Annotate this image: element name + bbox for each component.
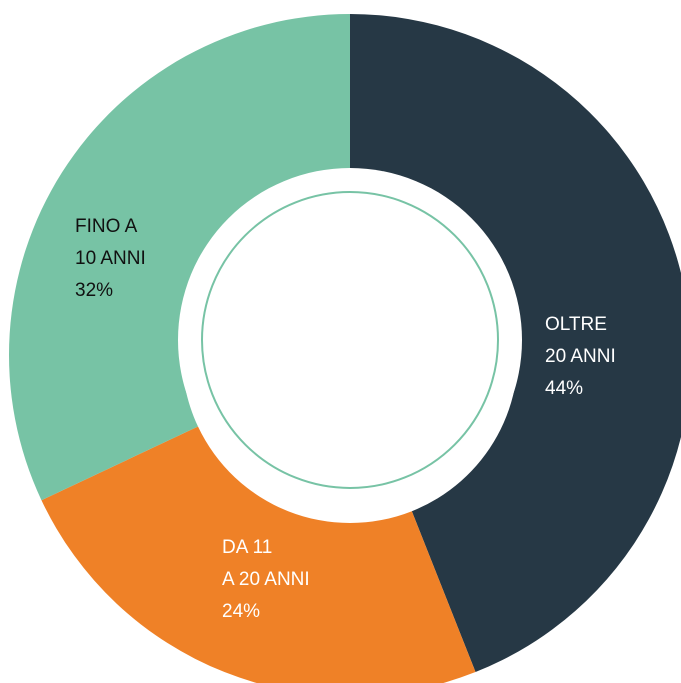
category-label: DA 11 (222, 537, 272, 558)
inner-ring (201, 191, 499, 489)
donut-slice (41, 426, 476, 683)
slice-label: OLTRE 20 ANNI 44% (545, 314, 616, 399)
donut-slice (8, 14, 350, 501)
slice-label: DA 11 A 20 ANNI 24% (222, 537, 310, 622)
slice-label: FINO A 10 ANNI 32% (75, 216, 146, 301)
donut-slice (350, 14, 681, 673)
category-label: A 20 ANNI (222, 569, 310, 590)
category-label: FINO A (75, 216, 138, 237)
value-label: 24% (222, 601, 260, 622)
value-label: 44% (545, 378, 583, 399)
category-label: 10 ANNI (75, 248, 146, 269)
value-label: 32% (75, 280, 113, 301)
category-label: OLTRE (545, 314, 607, 335)
inner-hole (178, 168, 522, 512)
category-label: 20 ANNI (545, 346, 616, 367)
